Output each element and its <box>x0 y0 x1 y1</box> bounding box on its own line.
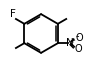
Text: O: O <box>75 44 82 54</box>
Text: -: - <box>76 31 79 41</box>
Text: F: F <box>10 9 16 19</box>
Text: +: + <box>69 38 75 44</box>
Text: O: O <box>75 33 83 43</box>
Text: N: N <box>66 38 74 48</box>
